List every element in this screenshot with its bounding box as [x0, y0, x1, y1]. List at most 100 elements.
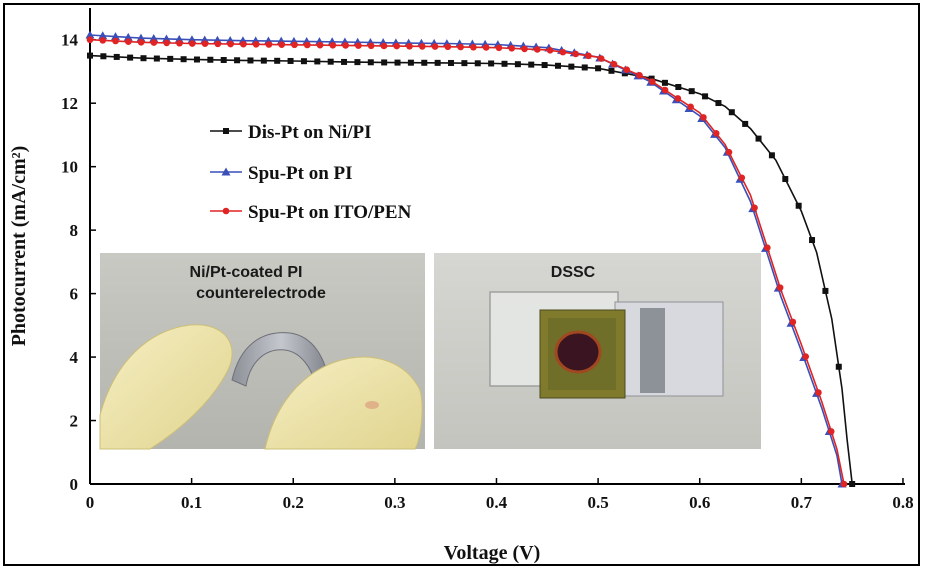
data-point [822, 287, 829, 294]
data-point [252, 41, 260, 48]
data-point [316, 41, 324, 49]
data-point [180, 56, 187, 63]
data-point [99, 37, 107, 44]
data-point [649, 78, 656, 85]
data-point [700, 114, 707, 121]
legend-label: Spu-Pt on PI [248, 163, 353, 184]
data-point [434, 59, 441, 66]
y-axis-label: Photocurrent (mA/cm²) [8, 146, 30, 347]
data-point [802, 353, 809, 360]
data-point [220, 57, 227, 64]
data-point [782, 176, 789, 183]
data-point [675, 83, 682, 90]
data-point [260, 57, 267, 64]
y-tick-label: 12 [61, 94, 78, 113]
y-tick-label: 10 [61, 158, 78, 177]
data-point [546, 46, 554, 54]
data-point [661, 79, 668, 86]
data-point [702, 93, 709, 100]
data-point [127, 54, 134, 61]
x-tick-label: 0.5 [587, 493, 608, 512]
data-point [541, 62, 548, 69]
data-point [795, 202, 802, 209]
data-point [568, 63, 575, 70]
legend-label: Dis-Pt on Ni/PI [248, 122, 372, 143]
data-point [291, 41, 298, 49]
data-point [482, 44, 490, 51]
x-tick-label: 0.1 [181, 493, 202, 512]
data-point [554, 62, 561, 69]
data-point [623, 66, 631, 74]
data-point [367, 42, 375, 50]
tick-group: 0 0.1 0.2 0.3 0.4 0.5 0.6 0.7 0.8 0 2 4 6 8 10 12 14 [61, 31, 914, 512]
data-point [461, 60, 468, 67]
data-point [265, 41, 273, 48]
data-point [123, 32, 133, 41]
data-point [150, 39, 158, 46]
data-point [240, 40, 247, 48]
data-point [728, 109, 735, 116]
data-point [355, 42, 362, 49]
data-point [495, 44, 503, 52]
data-point [342, 42, 349, 49]
counterelectrode-plate [614, 301, 724, 397]
data-point [314, 58, 321, 65]
series-layer [85, 30, 856, 488]
data-point [407, 59, 414, 66]
data-point [595, 65, 602, 72]
finger-left [99, 324, 233, 450]
data-point [234, 57, 241, 64]
legend-label: Spu-Pt on ITO/PEN [248, 202, 412, 223]
x-tick-label: 0.3 [384, 493, 405, 512]
data-point [725, 148, 733, 156]
legend-marker [223, 128, 229, 134]
data-point [508, 45, 516, 52]
series-3 [86, 36, 848, 488]
data-point [789, 318, 797, 326]
data-point [87, 52, 93, 59]
data-point [581, 64, 588, 71]
data-point [597, 55, 605, 62]
y-tick-label: 6 [70, 285, 79, 304]
data-point [431, 43, 439, 50]
x-tick-label: 0.6 [689, 493, 710, 512]
legend-marker [222, 207, 230, 215]
data-point [303, 41, 311, 49]
data-point [300, 58, 307, 65]
data-point [367, 59, 374, 66]
data-point [448, 59, 455, 66]
data-point [768, 152, 775, 159]
inset-photo-right: DSSC [434, 253, 761, 449]
data-point [381, 59, 388, 66]
data-point [327, 58, 334, 65]
data-point [501, 60, 508, 67]
data-point [98, 31, 108, 40]
data-point [163, 39, 170, 47]
data-point [354, 59, 361, 66]
data-point [521, 45, 528, 53]
x-axis-label: Voltage (V) [444, 542, 540, 564]
data-point [687, 103, 694, 111]
data-point [188, 40, 196, 47]
data-point [585, 52, 592, 60]
data-point [751, 204, 758, 212]
data-point [247, 57, 254, 64]
data-point [140, 55, 147, 62]
data-point [764, 244, 771, 252]
x-tick-label: 0.8 [892, 493, 913, 512]
data-point [167, 55, 174, 62]
data-point [688, 88, 695, 95]
data-point [329, 42, 337, 49]
legend-marker [221, 167, 231, 176]
data-point [125, 38, 132, 45]
data-point [110, 32, 120, 41]
legend: Dis-Pt on Ni/PI Spu-Pt on PI Spu-Pt on ITO… [210, 122, 412, 223]
data-point [534, 46, 541, 53]
x-tick-label: 0.4 [486, 493, 508, 512]
axes [89, 8, 905, 485]
y-tick-label: 2 [70, 412, 79, 431]
data-point [86, 36, 94, 44]
data-point [572, 50, 579, 58]
data-point [815, 389, 822, 396]
